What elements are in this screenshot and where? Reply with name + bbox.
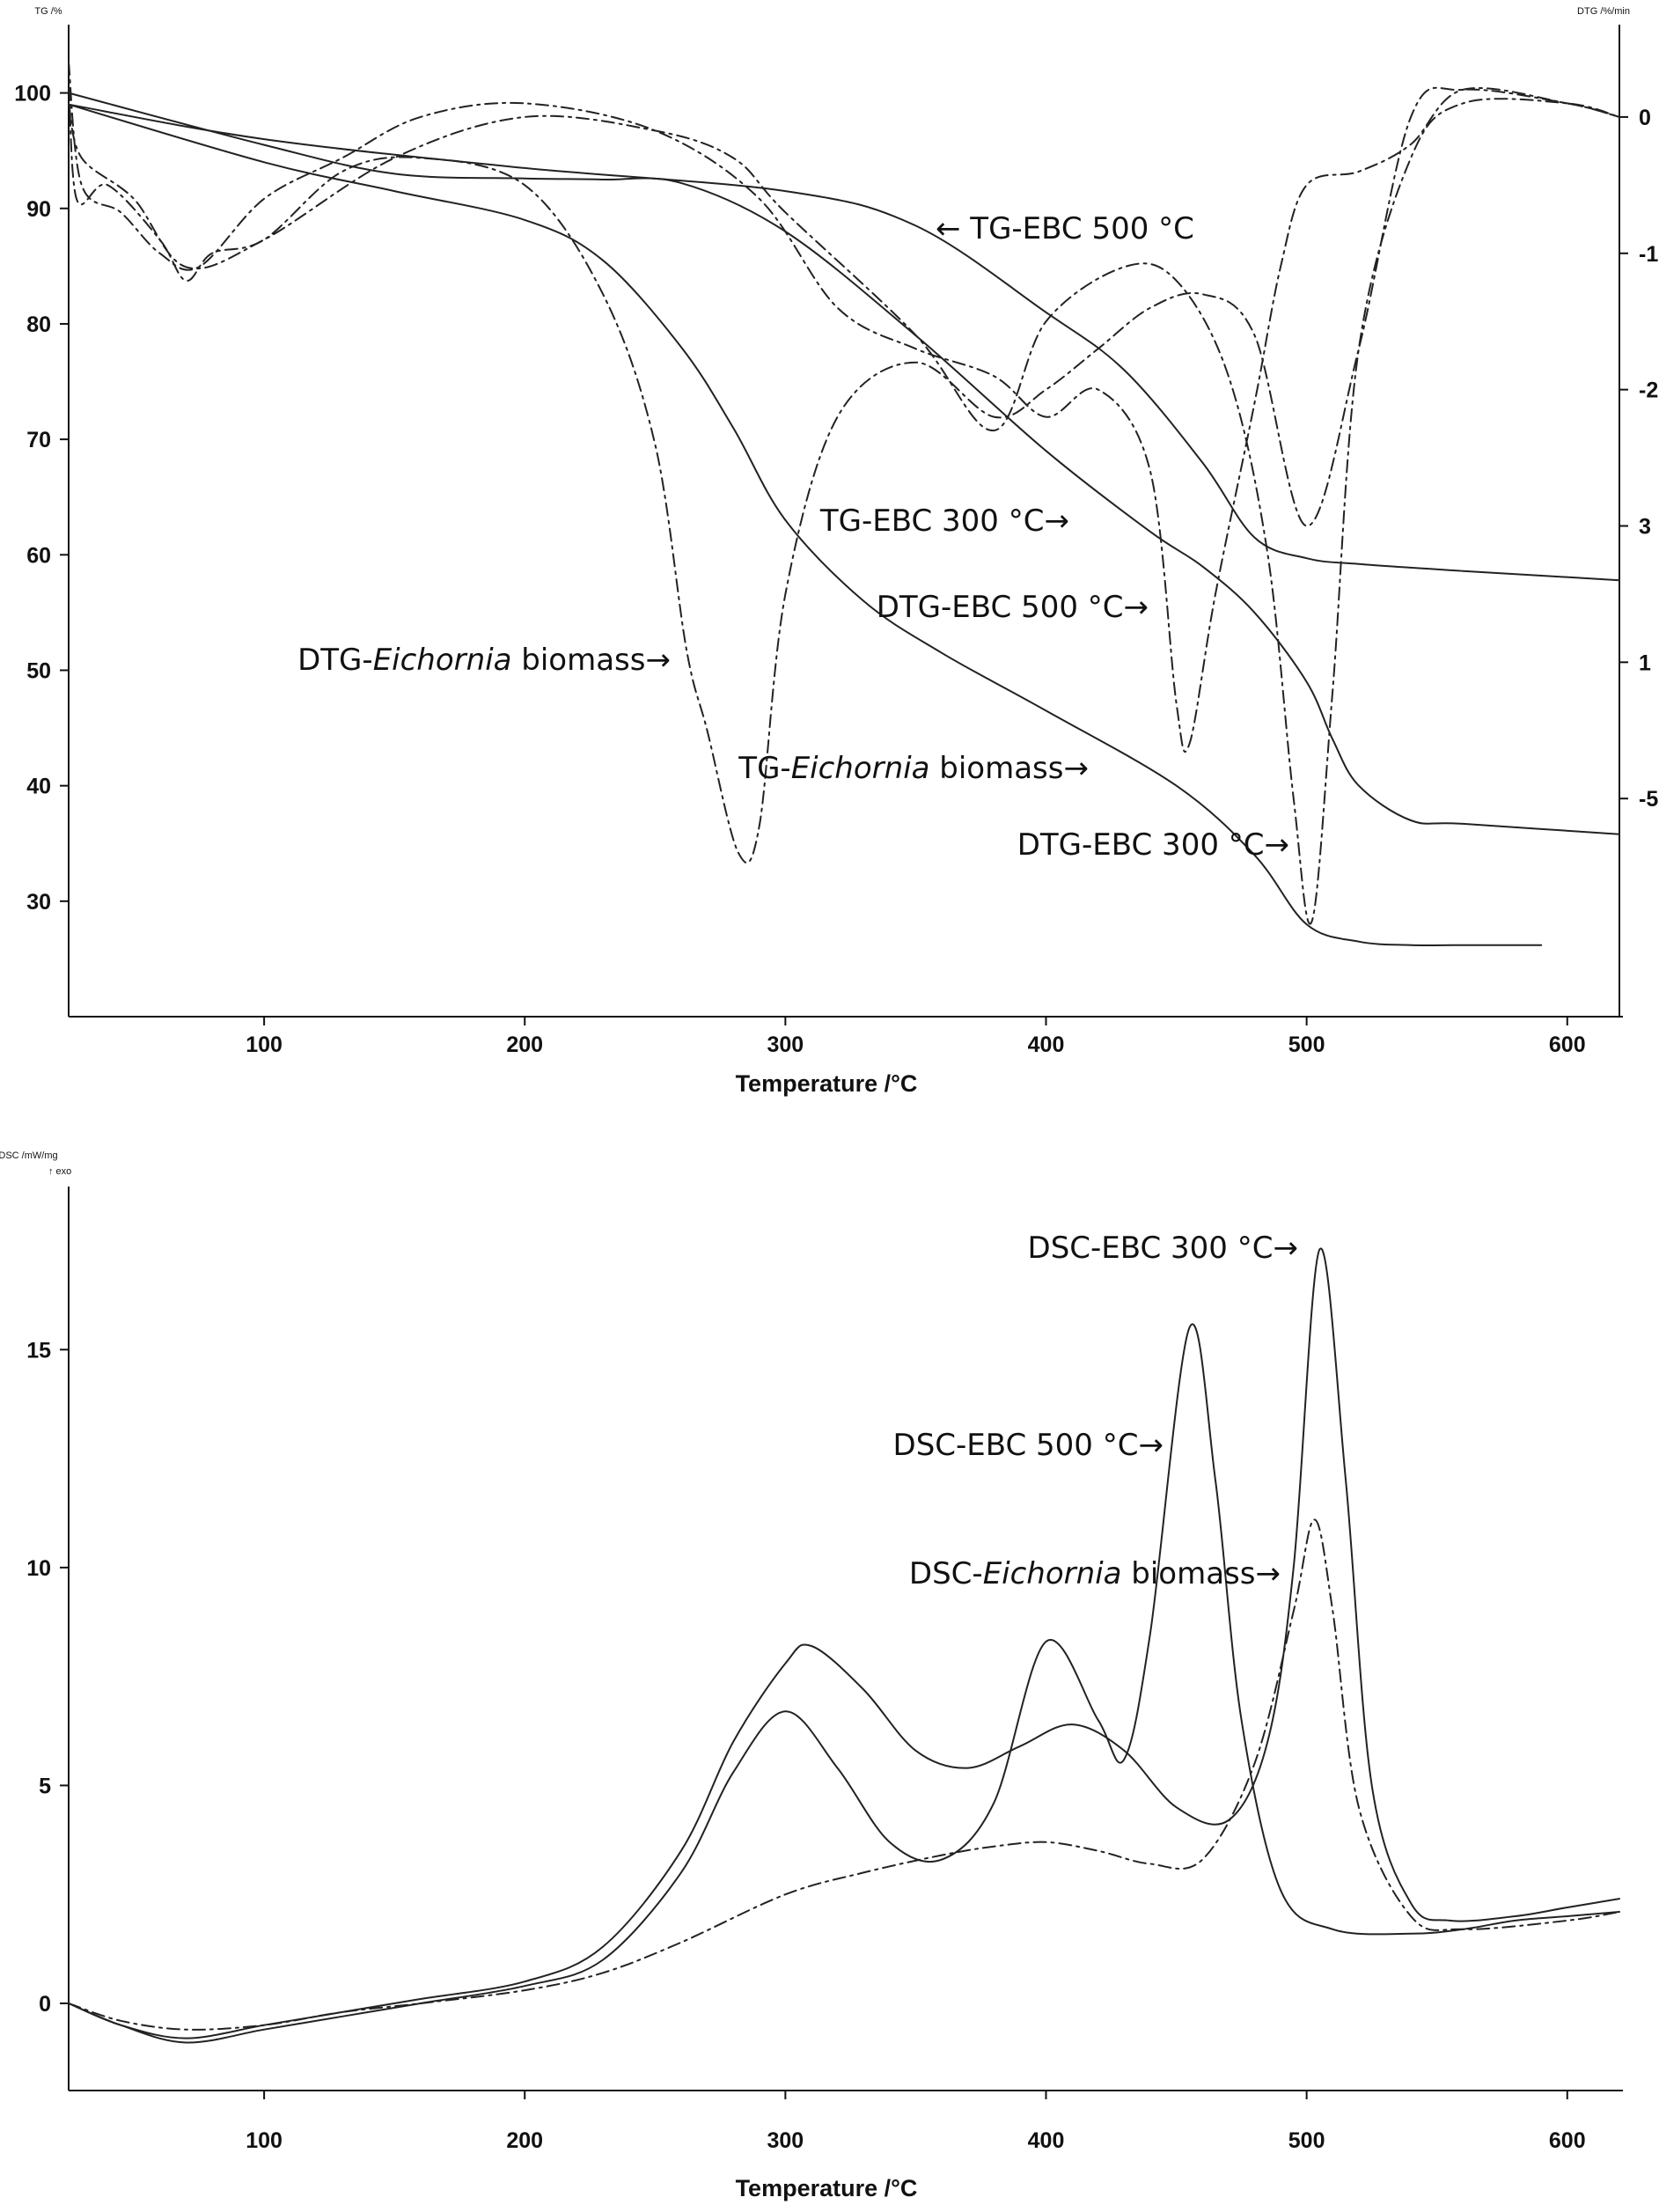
annotation-dtg-ebc-300-c: DTG-EBC 300 °C→ [1017, 827, 1289, 863]
annotation-tg-ebc-500-c: ← TG-EBC 500 °C [936, 211, 1194, 246]
x-tick-label: 300 [767, 1033, 804, 1057]
dsc-plot: 100 200 300 400 500 600 0 5 10 15 DSC /mW/mg ↑ exo T… [0, 1150, 1623, 2201]
tg-dtg-chart: 100 200 300 400 500 600 30 40 50 60 70 80 90 100 0 -1 -2… [14, 6, 1658, 1097]
y-tick-label: 30 [26, 890, 51, 915]
y-tick-label: 40 [26, 775, 51, 799]
x-tick-label: 200 [506, 2128, 543, 2153]
x-tick-label: 500 [1288, 1033, 1325, 1057]
y-tick-label: 15 [26, 1338, 51, 1363]
annotation-dsc-eichornia-biomass: DSC-Eichornia biomass→ [909, 1556, 1281, 1591]
x-tick-label: 100 [246, 1033, 283, 1057]
x-tick-label: 400 [1028, 1033, 1065, 1057]
annotation-dtg-ebc-500-c: DTG-EBC 500 °C→ [877, 590, 1149, 625]
dsc-chart: 100 200 300 400 500 600 0 5 10 15 DSC /mW/mg ↑ exo T… [0, 1144, 1659, 2212]
series-line-dtg-eichornia-biomass [68, 62, 1620, 864]
series-line-dtg-ebc-300-c [68, 98, 1620, 925]
x-tick-label: 400 [1028, 2128, 1065, 2153]
annotation-dsc-ebc-500-c: DSC-EBC 500 °C→ [893, 1428, 1164, 1463]
x-tick-label: 600 [1549, 1033, 1586, 1057]
tg-dtg-plot: 100 200 300 400 500 600 30 40 50 60 70 80 90 100 0 -1 -2… [14, 6, 1658, 1097]
y-right-tick-label: 0 [1639, 106, 1651, 130]
y-right-tick-label: -1 [1639, 242, 1658, 267]
series-line-tg-ebc-300-c [68, 92, 1620, 835]
y-right-tick-label: 1 [1639, 650, 1651, 675]
series-line-dsc-ebc-300-c [68, 1247, 1620, 2039]
x-tick-label: 200 [506, 1033, 543, 1057]
x-tick-label: 100 [246, 2128, 283, 2153]
y-right-axis-title: DTG /%/min [1577, 6, 1630, 17]
y-tick-label: 90 [26, 197, 51, 222]
y-right-tick-label: 3 [1639, 515, 1651, 540]
x-axis-title: Temperature /°C [736, 2175, 918, 2201]
y-tick-label: 100 [14, 82, 51, 107]
annotation-tg-eichornia-biomass: TG-Eichornia biomass→ [738, 751, 1089, 786]
y-tick-label: 80 [26, 312, 51, 337]
y-right-tick-label: -5 [1639, 787, 1658, 812]
exo-direction-label: ↑ exo [48, 1166, 71, 1177]
series-line-dsc-ebc-500-c [68, 1323, 1620, 2044]
y-tick-label: 10 [26, 1556, 51, 1581]
annotation-dtg-eichornia-biomass: DTG-Eichornia biomass→ [297, 643, 671, 678]
x-tick-label: 500 [1288, 2128, 1325, 2153]
series-line-dsc-eichornia-biomass [68, 1518, 1620, 2031]
y-axis-title: TG /% [34, 6, 62, 17]
x-tick-label: 600 [1549, 2128, 1586, 2153]
x-axis-title: Temperature /°C [736, 1070, 918, 1097]
series-line-tg-eichornia-biomass [68, 103, 1543, 946]
annotation-dsc-ebc-300-c: DSC-EBC 300 °C→ [1028, 1231, 1298, 1266]
y-tick-label: 50 [26, 658, 51, 683]
y-tick-label: 5 [39, 1774, 51, 1798]
x-tick-label: 300 [767, 2128, 804, 2153]
y-axis-title: DSC /mW/mg [0, 1150, 58, 1161]
y-tick-label: 70 [26, 428, 51, 452]
annotation-tg-ebc-300-c: TG-EBC 300 °C→ [819, 503, 1069, 539]
y-tick-label: 0 [39, 1992, 51, 2017]
y-tick-label: 60 [26, 543, 51, 568]
y-right-tick-label: -2 [1639, 378, 1658, 403]
series-line-dtg-ebc-500-c [68, 62, 1620, 753]
